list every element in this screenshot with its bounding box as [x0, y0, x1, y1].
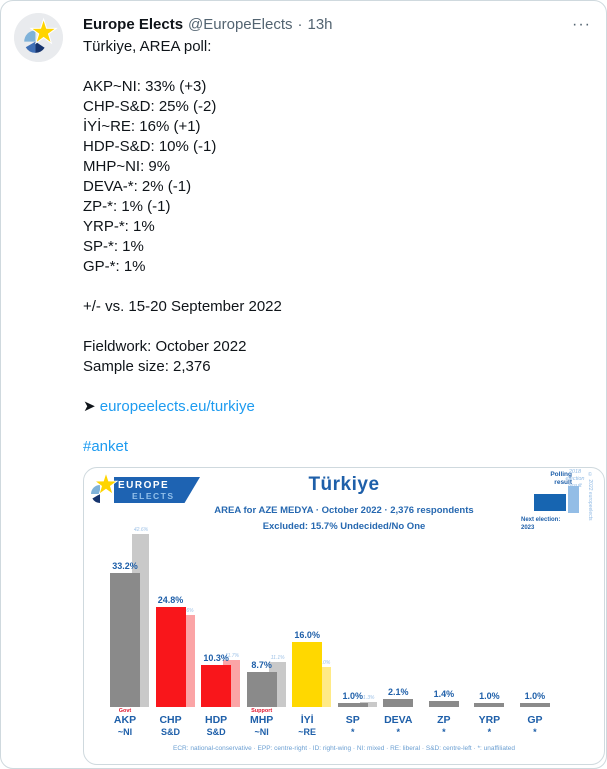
- timestamp: 13h: [307, 16, 333, 33]
- party-group-GP: *: [533, 727, 537, 737]
- bar-2018-value-HDP: 11.7%: [225, 652, 239, 659]
- bar-poll-value-SP: 1.0%: [342, 690, 363, 701]
- avatar[interactable]: [14, 13, 63, 62]
- party-name-SP: SP: [345, 714, 360, 726]
- chart-image[interactable]: EUROPE ELECTS Türkiye AREA for AZE MEDYA…: [83, 467, 605, 765]
- hashtag-anket[interactable]: #anket: [83, 438, 129, 455]
- bar-poll-YRP: [474, 702, 505, 707]
- party-group-ZP: *: [442, 727, 446, 737]
- bar-2018-value-MHP: 11.1%: [270, 655, 285, 662]
- bar-poll-value-İYİ: 16.0%: [294, 630, 320, 641]
- europe-elects-logo-icon: [14, 13, 63, 62]
- bar-2018-value-AKP: 42.6%: [133, 527, 149, 534]
- arrow-icon: ➤: [83, 398, 96, 415]
- bar-poll-value-DEVA: 2.1%: [388, 686, 409, 697]
- party-name-İYİ: İYİ: [300, 714, 314, 726]
- bar-poll-value-CHP: 24.8%: [157, 594, 184, 605]
- bar-poll-MHP: [246, 671, 277, 707]
- party-name-MHP: MHP: [249, 714, 274, 726]
- bar-poll-value-HDP: 10.3%: [203, 653, 229, 664]
- poll-line: İYİ~RE: 16% (+1): [83, 118, 201, 135]
- bar-2018-value-CHP: 22.6%: [179, 608, 194, 615]
- party-name-AKP: AKP: [113, 714, 137, 726]
- party-group-SP: *: [350, 727, 355, 737]
- party-name-HDP: HDP: [205, 714, 228, 726]
- party-tag-AKP: Govt: [118, 708, 132, 714]
- chart-logo-banner: EUROPE ELECTS: [114, 477, 200, 503]
- party-group-DEVA: *: [396, 727, 401, 737]
- poll-line: ZP-*: 1% (-1): [83, 198, 171, 215]
- chart-title: Türkiye: [308, 474, 380, 495]
- bar-poll-CHP: [155, 606, 186, 707]
- comparison-note: +/- vs. 15-20 September 2022: [83, 298, 282, 315]
- party-group-YRP: *: [487, 727, 492, 737]
- party-group-AKP: ~NI: [117, 727, 133, 737]
- poll-line: MHP~NI: 9%: [83, 158, 171, 175]
- bar-poll-value-GP: 1.0%: [524, 690, 546, 701]
- party-tag-MHP: Support: [251, 708, 273, 714]
- hashtag-line: #anket: [83, 437, 593, 457]
- poll-line: CHP-S&D: 25% (-2): [83, 98, 217, 115]
- party-group-İYİ: ~RE: [298, 727, 317, 737]
- poll-line: AKP~NI: 33% (+3): [83, 78, 207, 95]
- author-name[interactable]: Europe Elects: [83, 16, 184, 33]
- legend-2018-swatch: [568, 486, 579, 513]
- chart-copyright: © 2022 europeelects: [587, 472, 593, 521]
- poll-results-list: AKP~NI: 33% (+3) CHP-S&D: 25% (-2) İYİ~RE:…: [83, 77, 593, 277]
- party-name-ZP: ZP: [437, 714, 451, 726]
- chart-subtitle: AREA for AZE MEDYA · October 2022 · 2,37…: [214, 505, 474, 516]
- bar-poll-AKP: [110, 572, 140, 707]
- separator-dot: ·: [297, 16, 303, 33]
- poll-line: HDP-S&D: 10% (-1): [83, 138, 217, 155]
- more-button-icon[interactable]: ···: [572, 16, 591, 33]
- poll-line: GP-*: 1%: [83, 258, 146, 275]
- chart-logo-line2: ELECTS: [132, 491, 175, 501]
- chart-footer-legend: ECR: national-conservative · EPP: centre…: [173, 745, 515, 752]
- chart-logo-star-icon: [91, 471, 119, 503]
- party-group-HDP: S&D: [206, 727, 226, 737]
- sample-size-note: Sample size: 2,376: [83, 358, 211, 375]
- party-name-GP: GP: [527, 714, 543, 726]
- party-group-MHP: ~NI: [254, 727, 269, 737]
- party-name-CHP: CHP: [159, 714, 182, 726]
- bar-poll-value-AKP: 33.2%: [112, 560, 138, 571]
- tweet-body: Türkiye, AREA poll: AKP~NI: 33% (+3) CHP-…: [83, 37, 593, 457]
- author-handle[interactable]: @EuropeElects: [188, 16, 293, 33]
- bar-poll-GP: [519, 702, 550, 707]
- party-name-DEVA: DEVA: [384, 714, 413, 726]
- party-name-YRP: YRP: [478, 714, 501, 726]
- bar-poll-ZP: [428, 701, 459, 707]
- bar-poll-DEVA: [383, 698, 414, 707]
- tweet-header: Europe Elects @EuropeElects · 13h ···: [83, 15, 593, 35]
- chart-note: Excluded: 15.7% Undecided/No One: [262, 521, 426, 532]
- legend-polling-swatch: [534, 494, 566, 511]
- link-europeelects[interactable]: europeelects.eu/turkiye: [99, 398, 255, 415]
- party-group-CHP: S&D: [161, 727, 181, 737]
- bar-2018-value-SP: 1.3%: [363, 694, 375, 701]
- bar-poll-value-ZP: 1.4%: [433, 689, 455, 700]
- plot-area: 42.6% 33.2% Govt AKP ~NI 22.6% 24.8% CHP S&D 11.7…: [84, 468, 604, 764]
- fieldwork-note: Fieldwork: October 2022: [83, 338, 247, 355]
- bar-poll-value-YRP: 1.0%: [479, 690, 500, 701]
- bar-2018-SP: [359, 701, 377, 707]
- bar-2018-value-İYİ: 10.0%: [316, 659, 331, 666]
- bar-poll-value-MHP: 8.7%: [251, 659, 272, 670]
- legend-polling-label: Polling result: [550, 471, 572, 486]
- bar-poll-HDP: [201, 665, 232, 707]
- legend-next-election: Next election: 2023: [521, 517, 561, 531]
- poll-line: YRP-*: 1%: [83, 218, 155, 235]
- chart-logo-line1: EUROPE: [118, 480, 170, 491]
- bar-poll-SP: [337, 702, 368, 707]
- link-line: ➤ europeelects.eu/turkiye: [83, 397, 593, 417]
- tweet-intro: Türkiye, AREA poll:: [83, 38, 212, 55]
- bar-poll-İYİ: [292, 642, 323, 707]
- poll-line: DEVA-*: 2% (-1): [83, 178, 192, 195]
- poll-line: SP-*: 1%: [83, 238, 144, 255]
